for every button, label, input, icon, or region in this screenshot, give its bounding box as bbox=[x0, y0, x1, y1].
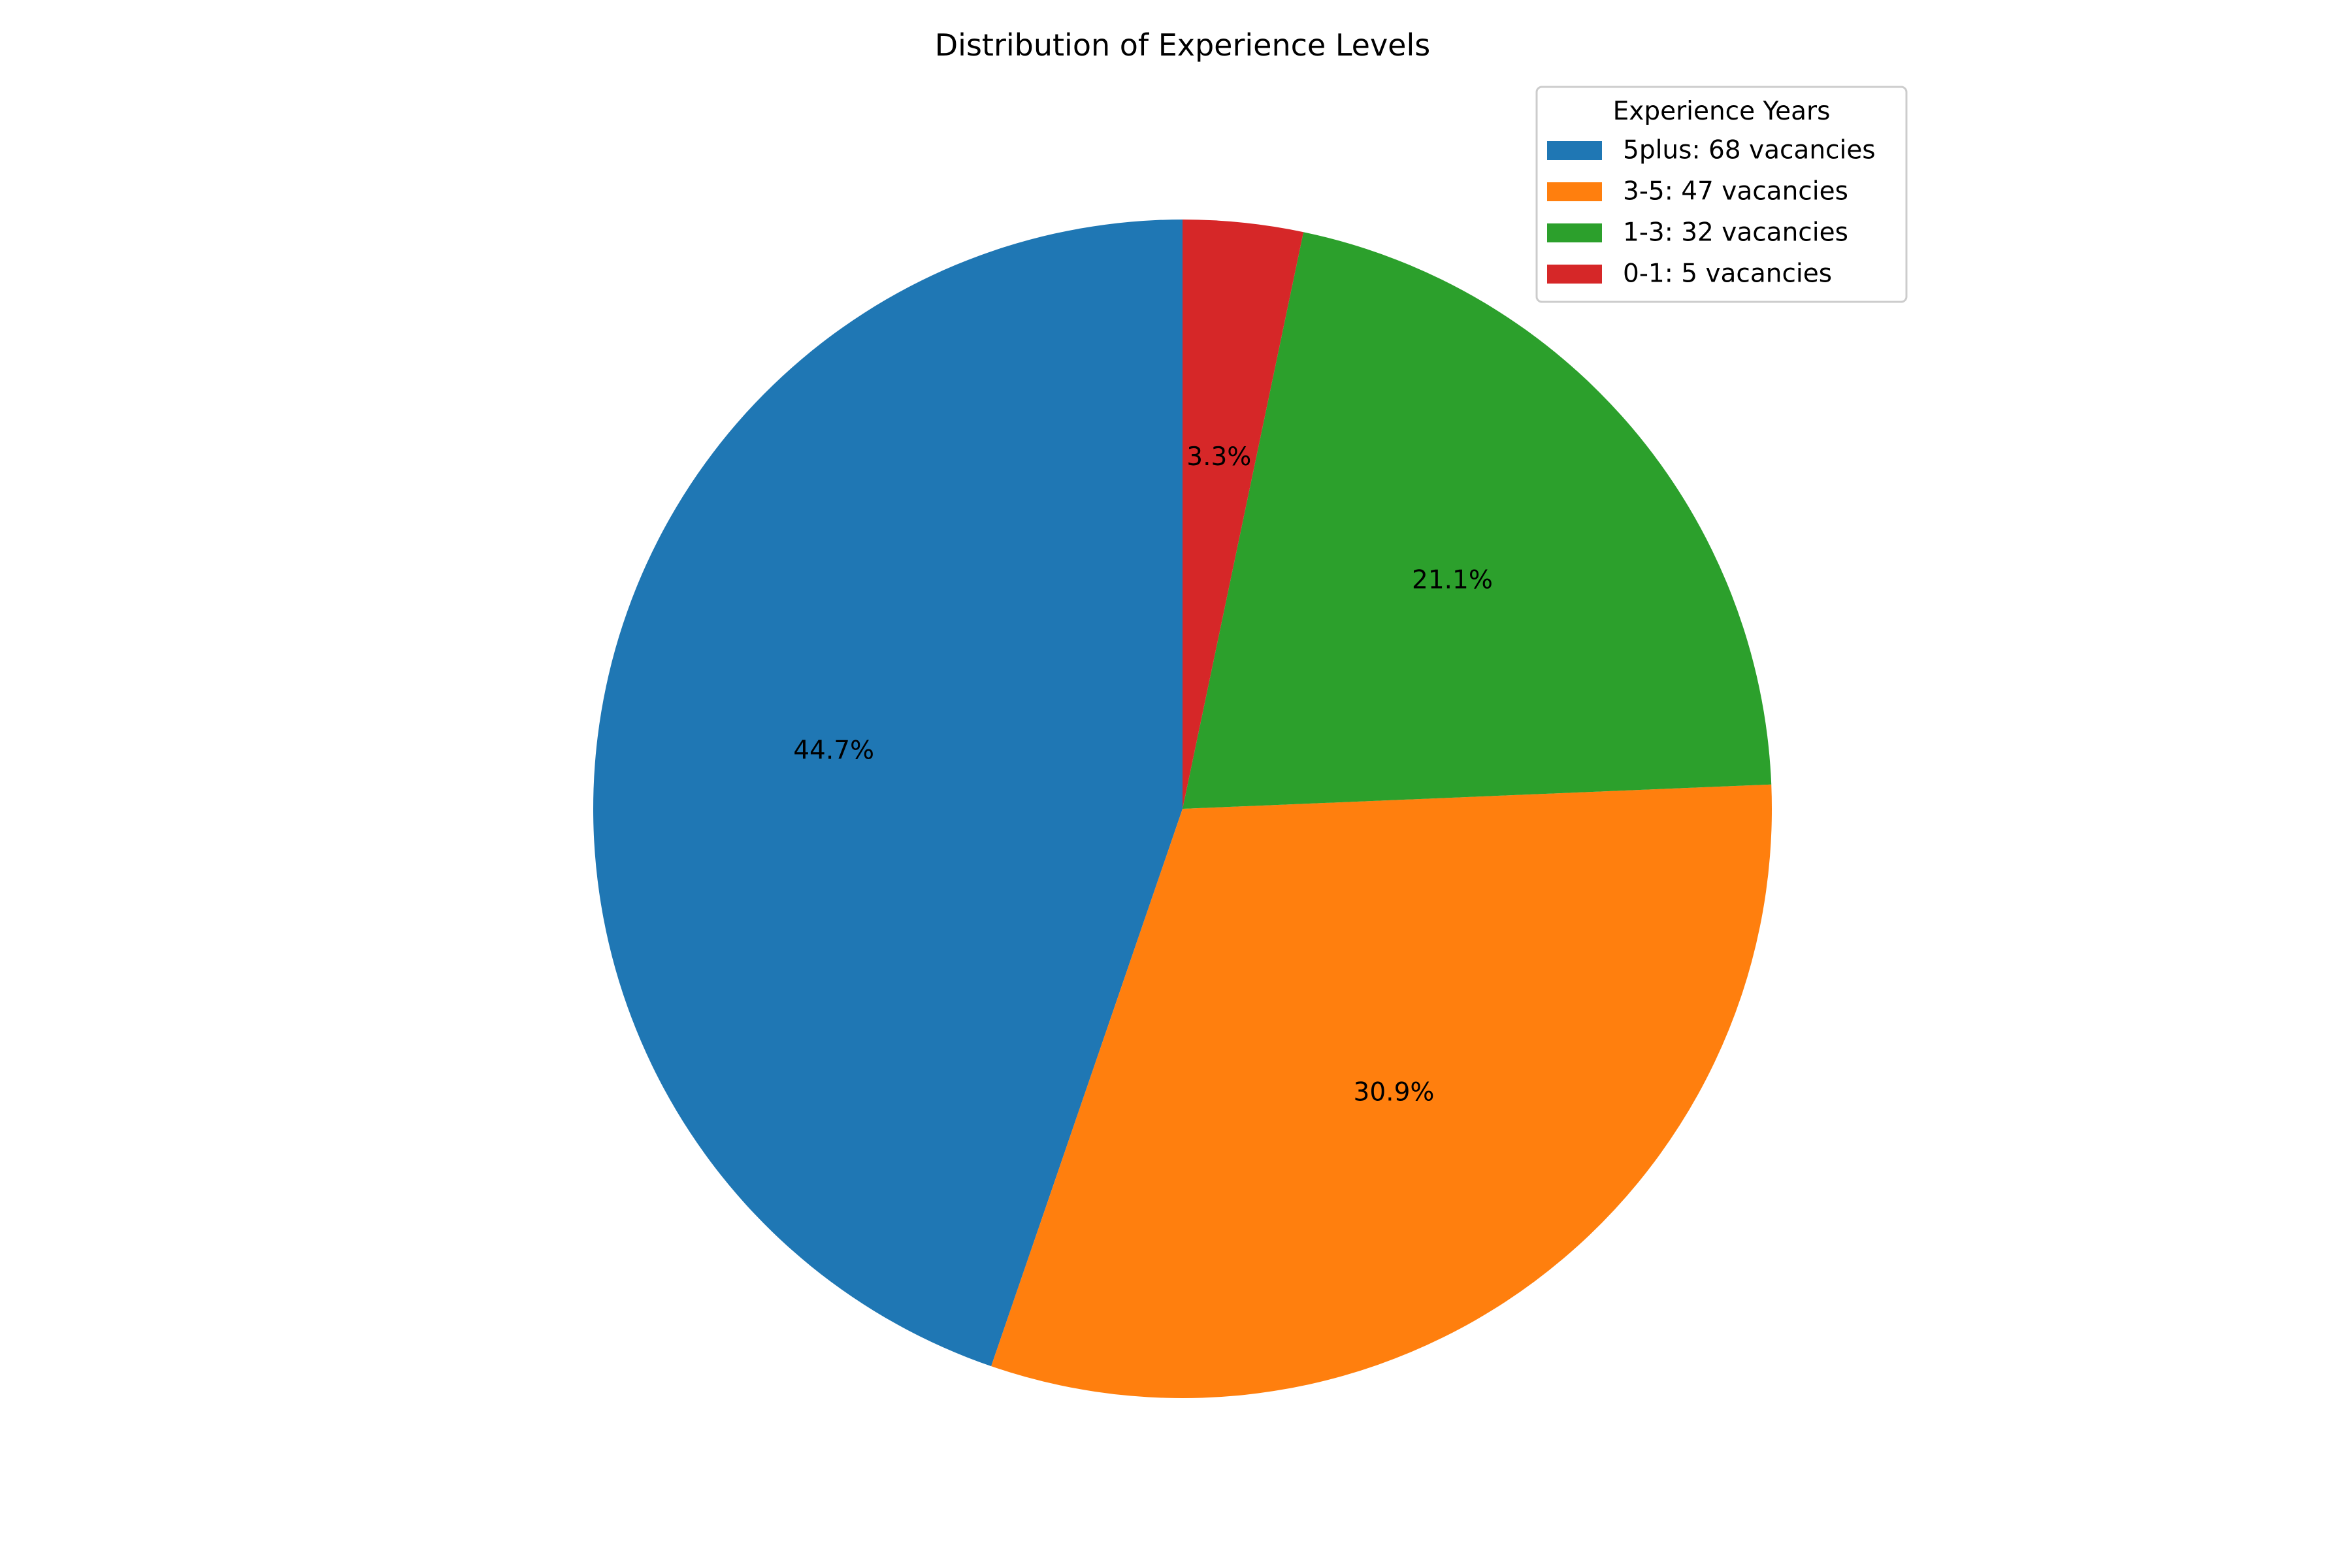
legend-entry-0-1: 0-1: 5 vacancies bbox=[1623, 259, 1832, 289]
legend-swatch-5plus bbox=[1547, 141, 1602, 160]
pie-percent-labels: 44.7% 30.9% 21.1% 3.3% bbox=[793, 442, 1493, 1107]
pie-percent-label-1-3: 21.1% bbox=[1412, 566, 1493, 595]
legend-swatch-3-5 bbox=[1547, 182, 1602, 201]
legend-swatch-0-1 bbox=[1547, 265, 1602, 284]
pie-percent-label-0-1: 3.3% bbox=[1186, 442, 1251, 472]
legend-frame bbox=[1535, 86, 1908, 303]
legend-title: Experience Years bbox=[1613, 97, 1831, 126]
pie-slices bbox=[593, 220, 1772, 1398]
legend-swatch-1-3 bbox=[1547, 223, 1602, 242]
pie-slice-1-3 bbox=[1183, 232, 1772, 809]
legend-entry-5plus: 5plus: 68 vacancies bbox=[1623, 136, 1876, 165]
pie-slice-5plus bbox=[593, 220, 1183, 1367]
legend: Experience Years 5plus: 68 vacancies 3-5:… bbox=[1535, 86, 1908, 303]
pie-percent-label-3-5: 30.9% bbox=[1354, 1077, 1435, 1107]
legend-entry-3-5: 3-5: 47 vacancies bbox=[1623, 177, 1848, 206]
pie-percent-label-5plus: 44.7% bbox=[793, 736, 874, 765]
legend-entry-1-3: 1-3: 32 vacancies bbox=[1623, 218, 1848, 248]
pie-slice-3-5 bbox=[991, 784, 1772, 1398]
pie-slice-0-1 bbox=[1183, 220, 1304, 809]
chart-title: Distribution of Experience Levels bbox=[935, 27, 1430, 63]
